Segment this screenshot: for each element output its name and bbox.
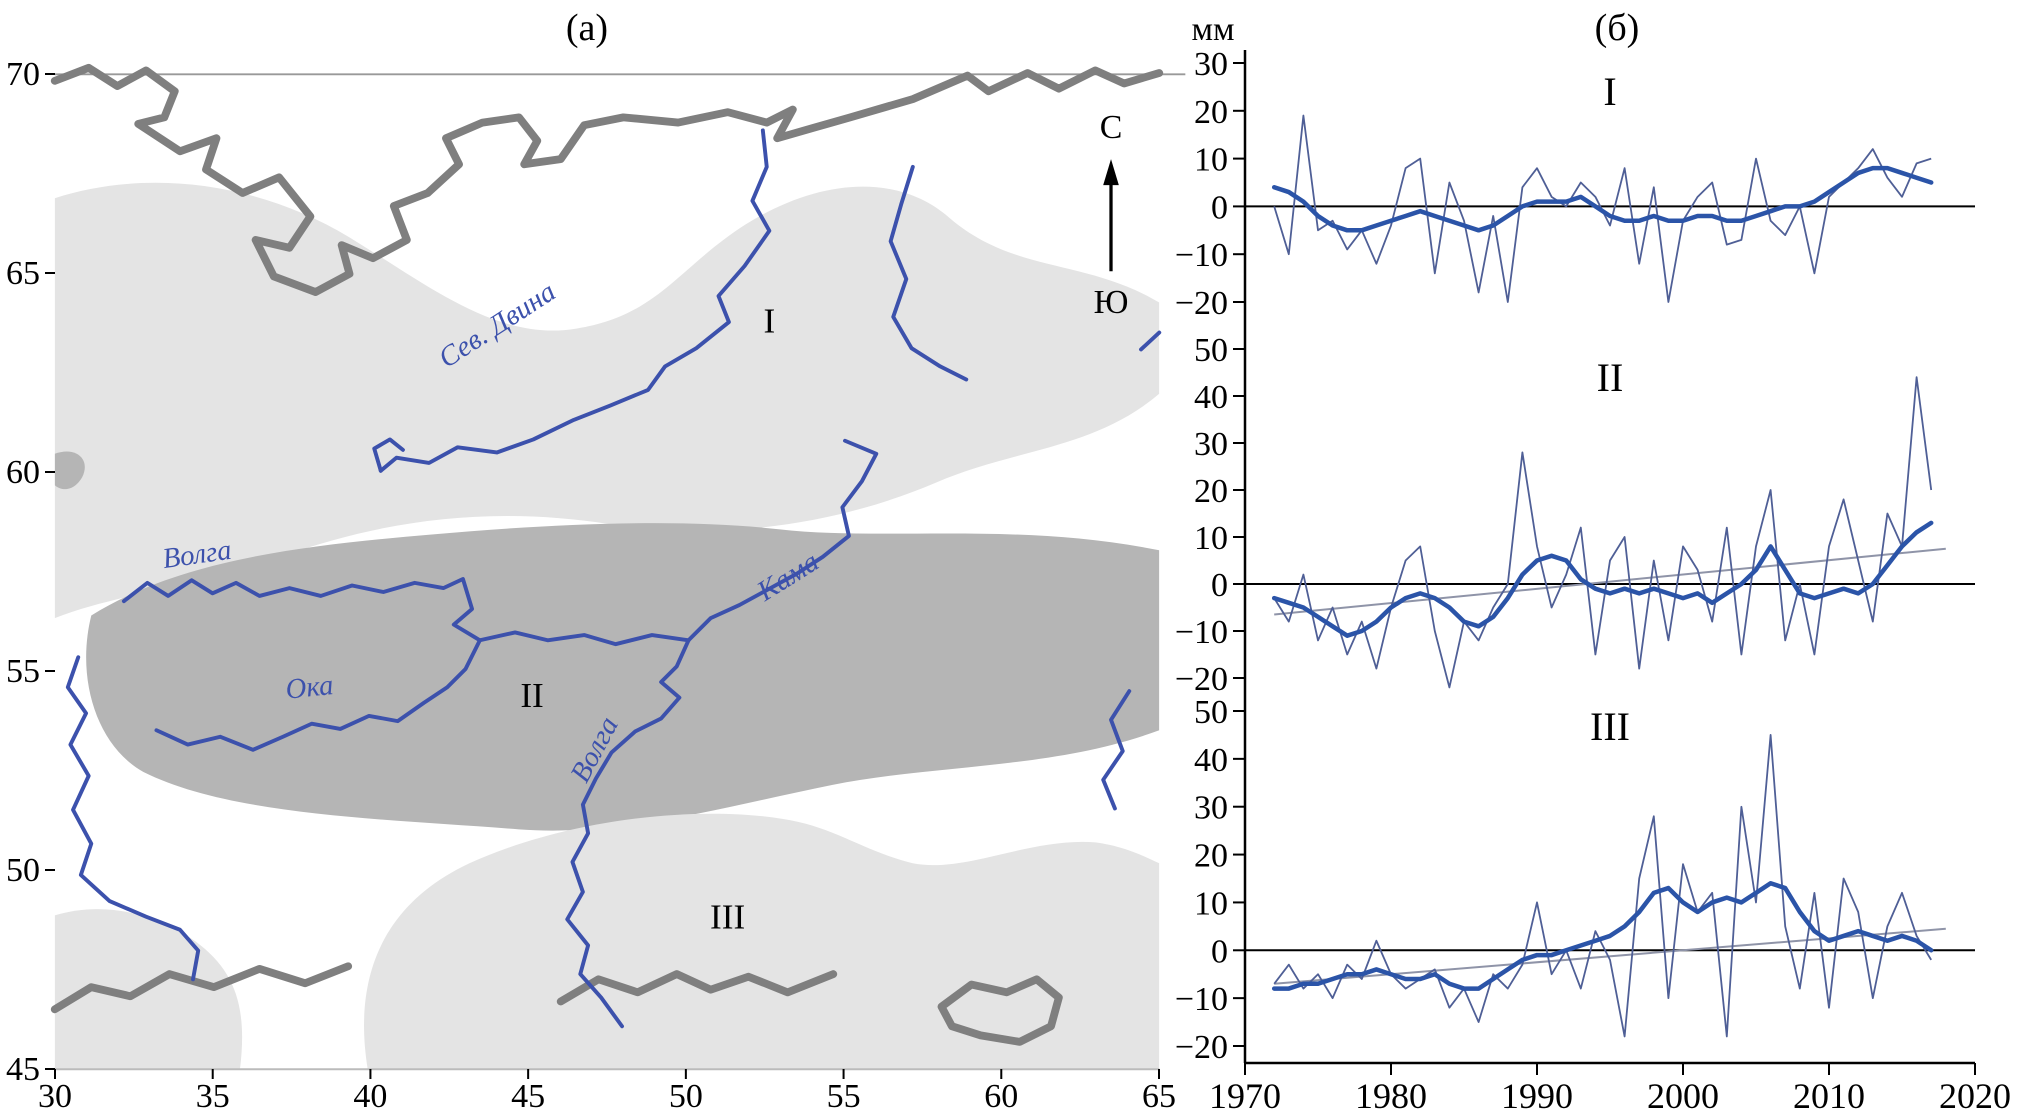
- river-oka: [154, 638, 482, 752]
- west-edge-dark-patch: [54, 451, 85, 490]
- x-tick-label: 2000: [1647, 1076, 1719, 1116]
- trend-line: [1274, 547, 1946, 616]
- map-y-tick-label: 50: [6, 852, 40, 889]
- map-x-tick-label: 55: [827, 1078, 861, 1115]
- chart-I: 30 20 10 0 −10 −20 I: [1175, 46, 1975, 322]
- map-x-tick-label: 60: [984, 1078, 1018, 1115]
- y-tick-label: −20: [1175, 285, 1228, 322]
- river-volga-upper: [121, 577, 691, 647]
- map-y-tick-label: 45: [6, 1051, 40, 1088]
- y-tick-label: 10: [1194, 142, 1228, 179]
- region-3-shading: [364, 813, 1160, 1070]
- panel-b-title: (б): [1595, 7, 1640, 49]
- y-tick-label: 0: [1211, 933, 1228, 970]
- coastline-south-center: [556, 970, 838, 1006]
- y-tick-label: 50: [1194, 332, 1228, 369]
- river-label-oka: Ока: [284, 669, 335, 706]
- smoothed-series-line: [1271, 881, 1934, 991]
- chart-roman-label: III: [1590, 704, 1630, 749]
- y-tick-label: −10: [1175, 614, 1228, 651]
- smoothed-series-line: [1271, 520, 1934, 638]
- map-y-axis: 70 65 60 55 50 45: [6, 56, 55, 1088]
- chart-roman-label: I: [1603, 69, 1616, 114]
- map-panel: (а) Сев: [6, 7, 1186, 1115]
- units-label: мм: [1191, 11, 1234, 48]
- y-tick-label: −10: [1175, 981, 1228, 1018]
- smoothed-series-line: [1271, 165, 1934, 233]
- map-y-tick-label: 55: [6, 653, 40, 690]
- map-x-tick-label: 45: [511, 1078, 545, 1115]
- compass: С Ю: [1094, 109, 1129, 321]
- map-x-axis: 30 35 40 45 50 55 60 65: [38, 1069, 1176, 1115]
- annual-series-line: [1273, 376, 1933, 689]
- map-y-tick-label: 65: [6, 255, 40, 292]
- x-tick-label: 1990: [1501, 1076, 1573, 1116]
- river-east-edge-low: [1101, 689, 1132, 811]
- region-1-shading: [54, 182, 1160, 619]
- x-tick-label: 1980: [1355, 1076, 1427, 1116]
- chart-II: 50 40 30 20 10 0 −10 −20 II: [1175, 332, 1975, 698]
- compass-south-label: Ю: [1094, 284, 1129, 321]
- y-tick-label: 30: [1194, 790, 1228, 827]
- map-art: Сев. Двина Волга Ока Волга Кама I II III…: [50, 63, 1186, 1071]
- compass-north-label: С: [1100, 109, 1123, 146]
- charts-panel: мм (б) 3020100−10−20I50403020100−10−20II…: [1175, 7, 2011, 1116]
- y-tick-label: 10: [1194, 885, 1228, 922]
- y-tick-label: 40: [1194, 379, 1228, 416]
- river-kama: [686, 438, 879, 643]
- north-arrow-head-icon: [1103, 159, 1119, 186]
- river-severnaya-dvina: [378, 128, 772, 473]
- y-tick-label: 50: [1194, 694, 1228, 731]
- y-tick-label: 0: [1211, 189, 1228, 226]
- map-x-tick-label: 30: [38, 1078, 72, 1115]
- map-x-tick-label: 35: [196, 1078, 230, 1115]
- map-x-tick-label: 50: [669, 1078, 703, 1115]
- x-tick-label: 2020: [1939, 1076, 2011, 1116]
- y-tick-label: −20: [1175, 661, 1228, 698]
- river-dvina-west-hook: [372, 437, 405, 473]
- climate-zones: [54, 182, 1160, 1070]
- river-west-south: [65, 655, 201, 982]
- river-northeast: [888, 164, 969, 382]
- panel-a-title: (а): [566, 7, 608, 49]
- y-tick-label: 30: [1194, 426, 1228, 463]
- y-tick-label: 40: [1194, 742, 1228, 779]
- x-tick-label: 2010: [1793, 1076, 1865, 1116]
- map-x-tick-label: 65: [1142, 1078, 1176, 1115]
- charts-generated: 3020100−10−20I50403020100−10−20II5040302…: [1175, 46, 2011, 1116]
- map-x-tick-label: 40: [353, 1078, 387, 1115]
- river-east-edge-top: [1139, 330, 1162, 352]
- coastline-north: [50, 63, 1164, 297]
- y-tick-label: 20: [1194, 838, 1228, 875]
- y-tick-label: 10: [1194, 520, 1228, 557]
- coastline-southeast: [937, 975, 1063, 1046]
- region-label-1: I: [764, 302, 776, 341]
- y-tick-label: 0: [1211, 567, 1228, 604]
- y-tick-label: 20: [1194, 473, 1228, 510]
- region-2-shading: [86, 523, 1160, 831]
- map-y-tick-label: 70: [6, 56, 40, 93]
- annual-series-line: [1273, 734, 1932, 1038]
- chart-roman-label: II: [1597, 355, 1624, 400]
- y-tick-label: −10: [1175, 237, 1228, 274]
- region-label-3: III: [710, 897, 745, 936]
- river-volga-lower: [565, 638, 691, 1029]
- map-y-tick-label: 60: [6, 454, 40, 491]
- region-label-2: II: [520, 676, 543, 715]
- y-tick-label: 30: [1194, 46, 1228, 83]
- y-tick-label: 20: [1194, 94, 1228, 131]
- x-tick-label: 1970: [1209, 1076, 1281, 1116]
- y-tick-label: −20: [1175, 1029, 1228, 1066]
- chart-III: 50 40 30 20 10 0 −10 −20 III: [1175, 694, 1975, 1066]
